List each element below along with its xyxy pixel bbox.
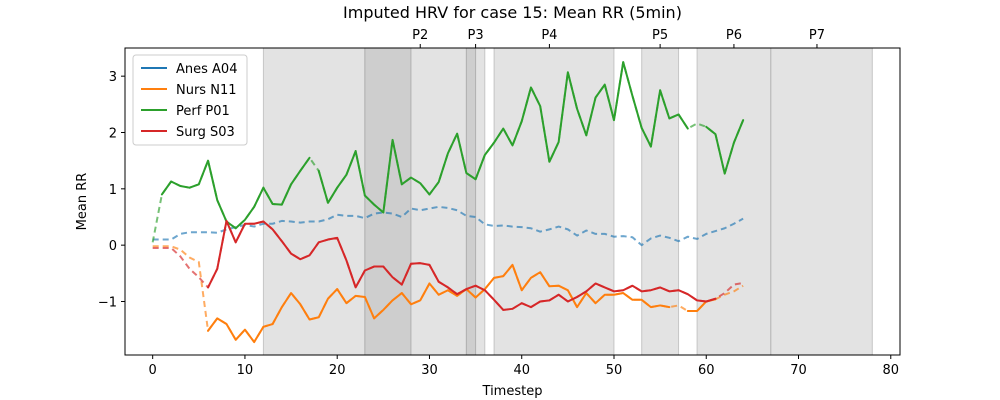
x-tick-label: 80 xyxy=(883,363,900,378)
shaded-region xyxy=(696,47,772,356)
y-axis-label: Mean RR xyxy=(75,173,90,231)
legend-entry: Nurs N11 xyxy=(176,83,236,98)
series-line-observed xyxy=(705,119,745,175)
x-tick-label: 70 xyxy=(790,363,807,378)
y-axis-ticks: −1 0 1 2 3 xyxy=(98,70,125,310)
y-tick-label: −1 xyxy=(98,295,117,310)
legend-entry: Surg S03 xyxy=(176,125,235,140)
phase-labels: P2 P3 P4 P5 P6 P7 xyxy=(412,28,825,48)
phase-label: P3 xyxy=(468,28,484,43)
y-tick-label: 0 xyxy=(109,239,117,254)
phase-shading xyxy=(262,47,873,356)
phase-label: P4 xyxy=(541,28,557,43)
plot-frame xyxy=(124,47,901,356)
shaded-region xyxy=(475,47,486,356)
shaded-region xyxy=(410,47,467,356)
y-tick-label: 2 xyxy=(109,126,117,141)
legend: Anes A04 Nurs N11 Perf P01 Surg S03 xyxy=(132,54,248,146)
phase-label: P6 xyxy=(726,28,742,43)
legend-entry: Anes A04 xyxy=(176,62,237,77)
x-tick-label: 0 xyxy=(149,363,157,378)
y-tick-label: 1 xyxy=(109,183,117,198)
x-tick-label: 40 xyxy=(513,363,530,378)
x-tick-label: 60 xyxy=(698,363,715,378)
phase-label: P7 xyxy=(809,28,825,43)
shaded-region-dark xyxy=(465,47,477,356)
x-tick-label: 20 xyxy=(329,363,346,378)
x-tick-label: 10 xyxy=(237,363,254,378)
series-line-observed xyxy=(160,156,311,230)
series-line-observed xyxy=(207,219,717,311)
shaded-region xyxy=(770,47,873,356)
series-lines xyxy=(151,61,745,344)
x-tick-label: 30 xyxy=(421,363,438,378)
phase-label: P5 xyxy=(652,28,668,43)
series-line-observed xyxy=(317,61,689,214)
series-line-observed xyxy=(207,317,274,344)
phase-label: P2 xyxy=(412,28,428,43)
legend-entry: Perf P01 xyxy=(176,104,230,119)
chart-title: Imputed HRV for case 15: Mean RR (5min) xyxy=(343,3,682,22)
series-line-imputed xyxy=(152,205,744,247)
legend-box xyxy=(132,54,248,146)
shaded-region xyxy=(262,47,366,356)
x-axis-label: Timestep xyxy=(482,384,543,399)
series-line-observed xyxy=(271,263,671,326)
x-tick-label: 50 xyxy=(606,363,623,378)
y-tick-label: 3 xyxy=(109,70,117,85)
x-axis-ticks: 0 10 20 30 40 50 60 70 80 xyxy=(149,355,900,378)
